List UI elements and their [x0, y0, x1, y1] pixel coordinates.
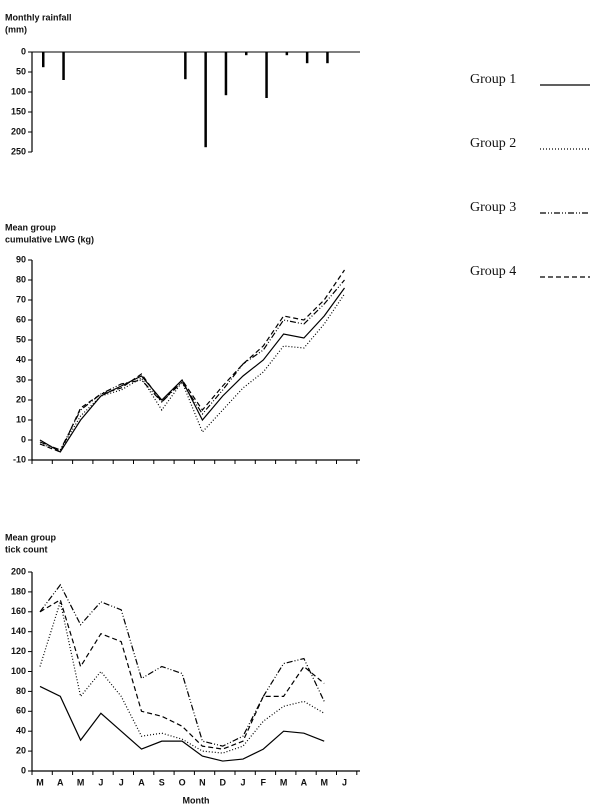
series-line [39, 269, 345, 453]
x-tick-label: D [219, 777, 226, 787]
y-tick-label: 20 [16, 394, 26, 404]
y-axis-label: Mean group [5, 222, 57, 232]
x-tick-label: J [98, 777, 103, 787]
legend-label: Group 2 [470, 136, 516, 151]
y-tick-label: 80 [16, 274, 26, 284]
x-tick-label: M [36, 777, 44, 787]
y-axis-label: Monthly rainfall [5, 12, 72, 22]
x-tick-label: N [199, 777, 206, 787]
series-line [39, 599, 325, 754]
bar [245, 52, 248, 56]
y-tick-label: 40 [16, 354, 26, 364]
x-tick-label: O [179, 777, 186, 787]
legend: Group 1 Group 2 Group 3 Group 4 [470, 72, 590, 279]
x-tick-label: J [240, 777, 245, 787]
y-tick-label: 180 [11, 586, 26, 596]
bar [305, 52, 309, 64]
y-tick-label: 60 [16, 706, 26, 716]
y-tick-label: 20 [16, 745, 26, 755]
y-tick-label: 250 [11, 146, 26, 156]
legend-label: Group 3 [470, 200, 516, 215]
bar [42, 52, 45, 68]
series-line [39, 293, 345, 451]
x-tick-label: A [57, 777, 64, 787]
y-tick-label: 100 [11, 86, 26, 96]
y-tick-label: 60 [16, 314, 26, 324]
y-tick-label: 10 [16, 414, 26, 424]
x-tick-label: A [138, 777, 145, 787]
x-tick-label: J [342, 777, 347, 787]
y-tick-label: 40 [16, 726, 26, 736]
x-axis-label: Month [183, 795, 210, 805]
y-tick-label: 70 [16, 294, 26, 304]
bar [265, 52, 268, 98]
y-tick-label: 0 [21, 434, 26, 444]
bar [204, 52, 207, 148]
y-tick-label: 200 [11, 126, 26, 136]
bar [184, 52, 187, 80]
x-tick-label: S [159, 777, 165, 787]
y-tick-label: 90 [16, 254, 26, 264]
y-tick-label: 0 [21, 46, 26, 56]
series-line [39, 583, 325, 747]
y-axis-label: cumulative LWG (kg) [5, 234, 94, 244]
series-line [39, 598, 325, 750]
y-tick-label: 30 [16, 374, 26, 384]
y-tick-label: 50 [16, 334, 26, 344]
y-tick-label: 100 [11, 666, 26, 676]
x-tick-label: M [77, 777, 85, 787]
series-line [39, 287, 345, 453]
series-line [39, 685, 325, 762]
bar [285, 52, 289, 56]
legend-label: Group 1 [470, 72, 516, 87]
series-line [39, 279, 345, 451]
y-tick-label: 160 [11, 606, 26, 616]
y-tick-label: 120 [11, 646, 26, 656]
x-tick-label: F [261, 777, 267, 787]
y-axis-label: (mm) [5, 24, 27, 34]
x-tick-label: A [301, 777, 308, 787]
y-axis-label: Mean group [5, 532, 57, 542]
y-tick-label: 200 [11, 566, 26, 576]
x-tick-label: M [280, 777, 288, 787]
y-tick-label: 80 [16, 686, 26, 696]
bar [326, 52, 329, 64]
legend-label: Group 4 [470, 264, 516, 279]
x-tick-label: J [119, 777, 124, 787]
y-axis-label: tick count [5, 544, 48, 554]
y-tick-label: 50 [16, 66, 26, 76]
bar [224, 52, 228, 96]
y-tick-label: 0 [21, 765, 26, 775]
x-tick-label: M [320, 777, 328, 787]
y-tick-label: -10 [13, 454, 26, 464]
y-tick-label: 140 [11, 626, 26, 636]
bar [62, 52, 65, 80]
y-tick-label: 150 [11, 106, 26, 116]
